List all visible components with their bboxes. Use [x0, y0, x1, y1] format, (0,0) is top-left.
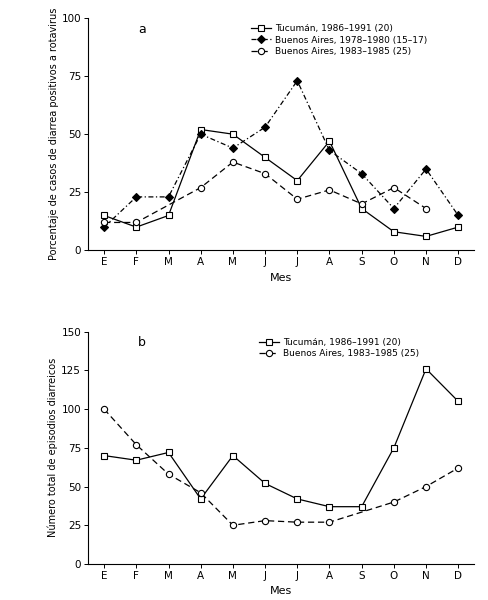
Tucumán, 1986–1991 (20): [165, 449, 171, 456]
Buenos Aires, 1983–1985 (25): [326, 518, 332, 526]
Buenos Aires, 1983–1985 (25): [294, 518, 300, 526]
Y-axis label: Número total de episodios diarreicos: Número total de episodios diarreicos: [48, 358, 58, 538]
Buenos Aires, 1983–1985 (25): [197, 489, 203, 496]
Buenos Aires, 1978–1980 (15–17): [358, 170, 364, 177]
Tucumán, 1986–1991 (20): [101, 212, 107, 219]
Tucumán, 1986–1991 (20): [294, 496, 300, 503]
Buenos Aires, 1983–1985 (25): [229, 158, 235, 166]
Buenos Aires, 1983–1985 (25): [229, 521, 235, 529]
Line: Buenos Aires, 1983–1985 (25): Buenos Aires, 1983–1985 (25): [101, 406, 460, 529]
Tucumán, 1986–1991 (20): [358, 205, 364, 212]
Tucumán, 1986–1991 (20): [454, 398, 460, 405]
Buenos Aires, 1978–1980 (15–17): [294, 77, 300, 85]
Buenos Aires, 1983–1985 (25): [294, 196, 300, 203]
Tucumán, 1986–1991 (20): [422, 365, 428, 373]
Tucumán, 1986–1991 (20): [197, 496, 203, 503]
Buenos Aires, 1978–1980 (15–17): [454, 212, 460, 219]
Tucumán, 1986–1991 (20): [262, 154, 267, 161]
Tucumán, 1986–1991 (20): [133, 457, 139, 464]
Buenos Aires, 1978–1980 (15–17): [262, 124, 267, 131]
Buenos Aires, 1983–1985 (25): [165, 470, 171, 478]
X-axis label: Mes: Mes: [269, 273, 292, 283]
Tucumán, 1986–1991 (20): [101, 452, 107, 459]
Tucumán, 1986–1991 (20): [454, 224, 460, 231]
Buenos Aires, 1978–1980 (15–17): [165, 193, 171, 200]
Tucumán, 1986–1991 (20): [326, 503, 332, 510]
Buenos Aires, 1978–1980 (15–17): [133, 193, 139, 200]
Tucumán, 1986–1991 (20): [197, 126, 203, 133]
Buenos Aires, 1978–1980 (15–17): [101, 224, 107, 231]
Line: Buenos Aires, 1983–1985 (25): Buenos Aires, 1983–1985 (25): [101, 159, 428, 226]
Buenos Aires, 1983–1985 (25): [133, 219, 139, 226]
Buenos Aires, 1983–1985 (25): [454, 464, 460, 472]
Buenos Aires, 1983–1985 (25): [262, 517, 267, 524]
Buenos Aires, 1983–1985 (25): [262, 170, 267, 177]
Buenos Aires, 1983–1985 (25): [101, 219, 107, 226]
Tucumán, 1986–1991 (20): [229, 452, 235, 459]
Buenos Aires, 1978–1980 (15–17): [229, 145, 235, 152]
Buenos Aires, 1983–1985 (25): [197, 184, 203, 191]
Tucumán, 1986–1991 (20): [133, 224, 139, 231]
Buenos Aires, 1983–1985 (25): [422, 483, 428, 490]
Text: b: b: [138, 337, 146, 349]
Legend: Tucumán, 1986–1991 (20), Buenos Aires, 1978–1980 (15–17), Buenos Aires, 1983–198: Tucumán, 1986–1991 (20), Buenos Aires, 1…: [249, 23, 428, 58]
Buenos Aires, 1983–1985 (25): [133, 441, 139, 448]
Tucumán, 1986–1991 (20): [390, 228, 396, 235]
Buenos Aires, 1978–1980 (15–17): [390, 205, 396, 212]
Buenos Aires, 1983–1985 (25): [358, 200, 364, 208]
Tucumán, 1986–1991 (20): [165, 212, 171, 219]
Tucumán, 1986–1991 (20): [229, 131, 235, 138]
Tucumán, 1986–1991 (20): [390, 444, 396, 451]
Buenos Aires, 1983–1985 (25): [101, 406, 107, 413]
Line: Tucumán, 1986–1991 (20): Tucumán, 1986–1991 (20): [101, 127, 460, 239]
Buenos Aires, 1978–1980 (15–17): [197, 131, 203, 138]
Text: a: a: [138, 23, 146, 35]
Buenos Aires, 1983–1985 (25): [326, 187, 332, 194]
Tucumán, 1986–1991 (20): [294, 177, 300, 184]
Line: Buenos Aires, 1978–1980 (15–17): Buenos Aires, 1978–1980 (15–17): [101, 77, 460, 230]
Tucumán, 1986–1991 (20): [358, 503, 364, 510]
Tucumán, 1986–1991 (20): [422, 233, 428, 240]
Y-axis label: Porcentaje de casos de diarrea positivos a rotavirus: Porcentaje de casos de diarrea positivos…: [49, 8, 59, 260]
Line: Tucumán, 1986–1991 (20): Tucumán, 1986–1991 (20): [101, 366, 460, 510]
Buenos Aires, 1978–1980 (15–17): [326, 147, 332, 154]
Tucumán, 1986–1991 (20): [262, 480, 267, 487]
Buenos Aires, 1983–1985 (25): [390, 184, 396, 191]
X-axis label: Mes: Mes: [269, 586, 292, 596]
Buenos Aires, 1978–1980 (15–17): [422, 166, 428, 173]
Buenos Aires, 1983–1985 (25): [422, 205, 428, 212]
Buenos Aires, 1983–1985 (25): [390, 499, 396, 506]
Legend: Tucumán, 1986–1991 (20), Buenos Aires, 1983–1985 (25): Tucumán, 1986–1991 (20), Buenos Aires, 1…: [257, 336, 420, 361]
Tucumán, 1986–1991 (20): [326, 137, 332, 145]
